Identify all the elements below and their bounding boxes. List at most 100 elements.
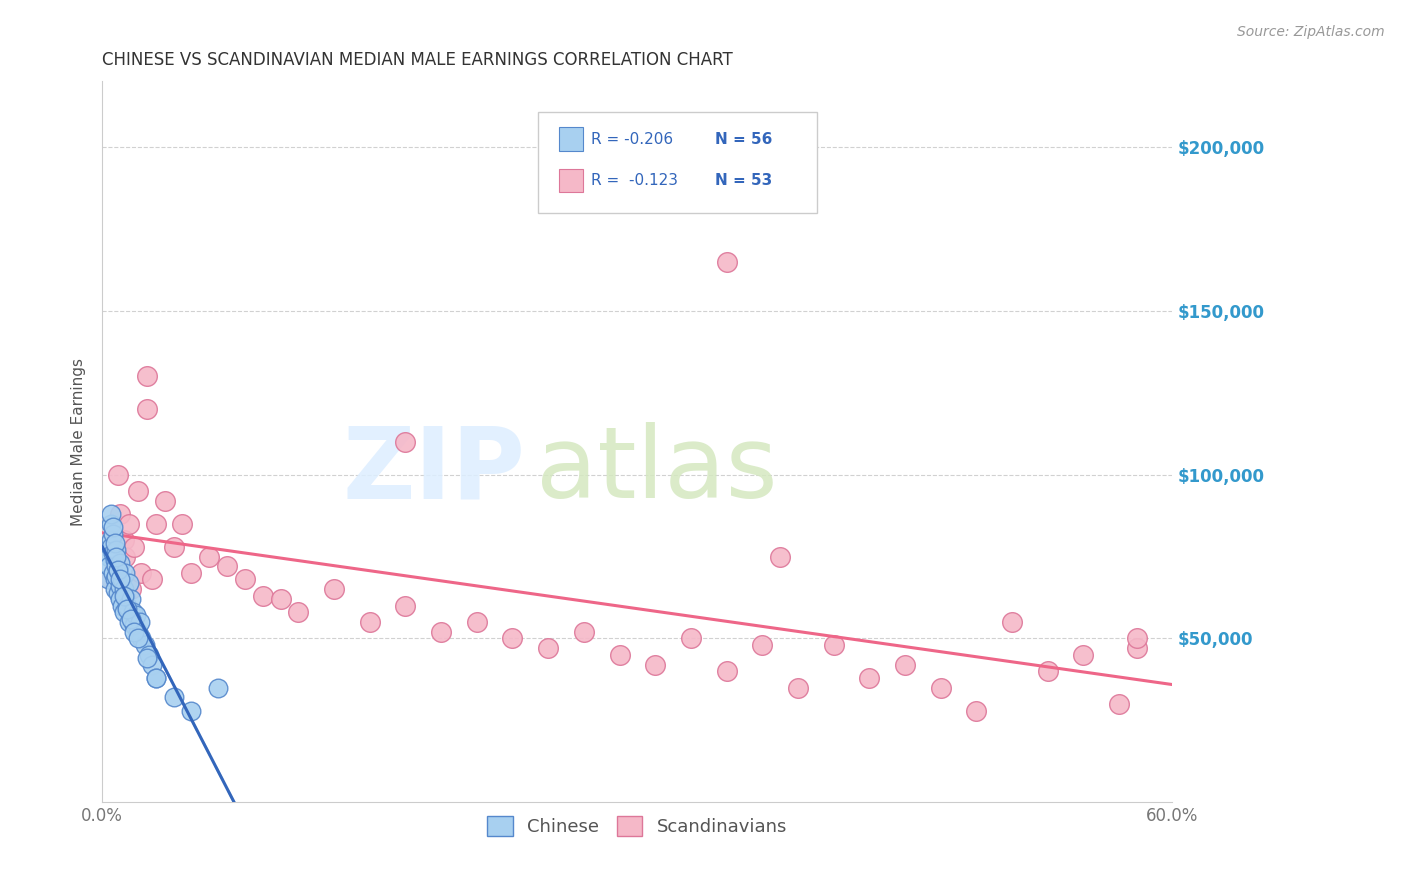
Point	[131, 632, 153, 646]
Point	[104, 536, 127, 550]
Point	[145, 671, 167, 685]
Point	[180, 566, 202, 580]
Point	[120, 612, 142, 626]
Point	[112, 589, 135, 603]
Text: atlas: atlas	[536, 422, 778, 519]
FancyBboxPatch shape	[538, 112, 817, 213]
Point	[135, 369, 157, 384]
Point	[465, 615, 488, 629]
Text: R = -0.206: R = -0.206	[592, 131, 673, 146]
Point	[894, 657, 917, 672]
Point	[1108, 697, 1130, 711]
Point	[104, 553, 127, 567]
Point	[98, 559, 121, 574]
Point	[97, 573, 120, 587]
Point	[118, 615, 141, 629]
Point	[716, 664, 738, 678]
Text: R =  -0.123: R = -0.123	[592, 173, 678, 188]
Point	[430, 624, 453, 639]
Point	[101, 526, 124, 541]
Point	[100, 540, 122, 554]
Point	[141, 657, 163, 672]
Text: N = 56: N = 56	[716, 131, 773, 146]
Point	[716, 254, 738, 268]
Point	[128, 615, 150, 629]
Point	[124, 618, 146, 632]
Point	[100, 507, 122, 521]
Point	[198, 549, 221, 564]
Point	[217, 559, 239, 574]
Point	[929, 681, 952, 695]
Point	[145, 671, 167, 685]
Point	[118, 575, 141, 590]
Point	[644, 657, 666, 672]
Point	[108, 507, 131, 521]
Point	[537, 641, 560, 656]
Point	[131, 566, 153, 580]
Point	[104, 559, 127, 574]
Text: CHINESE VS SCANDINAVIAN MEDIAN MALE EARNINGS CORRELATION CHART: CHINESE VS SCANDINAVIAN MEDIAN MALE EARN…	[103, 51, 733, 69]
Point	[112, 582, 135, 597]
Point	[135, 651, 157, 665]
Point	[108, 592, 131, 607]
Point	[162, 690, 184, 705]
Point	[101, 566, 124, 580]
Point	[98, 549, 121, 564]
Point	[162, 540, 184, 554]
Point	[108, 573, 131, 587]
Text: Source: ZipAtlas.com: Source: ZipAtlas.com	[1237, 25, 1385, 39]
Point	[115, 602, 138, 616]
Point	[786, 681, 808, 695]
Point	[138, 648, 160, 662]
Point	[679, 632, 702, 646]
Point	[111, 573, 134, 587]
Point	[823, 638, 845, 652]
Point	[101, 520, 124, 534]
Point	[112, 605, 135, 619]
Point	[394, 599, 416, 613]
Point	[153, 493, 176, 508]
Point	[135, 402, 157, 417]
Point	[114, 589, 136, 603]
Point	[145, 516, 167, 531]
Point	[104, 582, 127, 597]
Point	[107, 585, 129, 599]
Point	[127, 483, 149, 498]
Point	[111, 599, 134, 613]
Point	[1126, 632, 1149, 646]
Point	[105, 549, 128, 564]
Point	[1036, 664, 1059, 678]
Point	[127, 624, 149, 639]
Point	[112, 533, 135, 548]
Point	[501, 632, 523, 646]
Point	[120, 582, 142, 597]
Point	[105, 543, 128, 558]
Point	[124, 624, 146, 639]
Point	[107, 563, 129, 577]
Point	[572, 624, 595, 639]
Legend: Chinese, Scandinavians: Chinese, Scandinavians	[481, 808, 794, 844]
Point	[394, 434, 416, 449]
Point	[287, 605, 309, 619]
Point	[114, 566, 136, 580]
Point	[120, 592, 142, 607]
Point	[769, 549, 792, 564]
Point	[105, 569, 128, 583]
Point	[270, 592, 292, 607]
Text: ZIP: ZIP	[342, 422, 524, 519]
FancyBboxPatch shape	[560, 128, 582, 151]
Point	[104, 573, 127, 587]
Point	[1001, 615, 1024, 629]
Point	[115, 599, 138, 613]
Point	[1126, 641, 1149, 656]
Point	[105, 559, 128, 574]
Point	[108, 579, 131, 593]
Point	[127, 632, 149, 646]
Point	[114, 549, 136, 564]
Point	[134, 638, 156, 652]
Point	[108, 556, 131, 570]
Point	[858, 671, 880, 685]
Point	[252, 589, 274, 603]
Point	[609, 648, 631, 662]
Point	[359, 615, 381, 629]
